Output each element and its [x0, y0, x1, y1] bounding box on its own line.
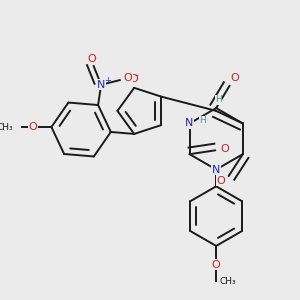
Text: O: O [87, 54, 96, 64]
Text: O: O [130, 74, 139, 83]
Text: N: N [185, 118, 194, 128]
Text: O: O [124, 73, 133, 83]
Text: N: N [212, 165, 220, 175]
Text: H: H [215, 95, 222, 104]
Text: O: O [212, 260, 220, 270]
Text: -: - [134, 70, 139, 80]
Text: O: O [217, 176, 226, 186]
Text: CH₃: CH₃ [0, 122, 13, 131]
Text: CH₃: CH₃ [219, 277, 236, 286]
Text: +: + [104, 76, 111, 85]
Text: H: H [199, 116, 206, 125]
Text: N: N [97, 80, 105, 90]
Text: O: O [230, 73, 239, 83]
Text: O: O [28, 122, 37, 132]
Text: O: O [220, 144, 229, 154]
